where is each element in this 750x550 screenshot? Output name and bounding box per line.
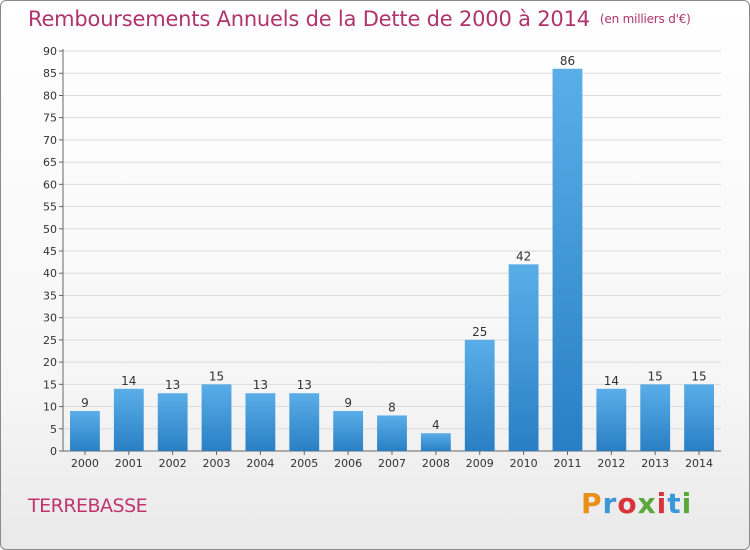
logo-letter: x bbox=[637, 487, 657, 520]
y-tick-label: 10 bbox=[43, 401, 57, 414]
y-tick-label: 45 bbox=[43, 245, 57, 258]
y-tick-label: 5 bbox=[50, 423, 57, 436]
y-tick-label: 55 bbox=[43, 201, 57, 214]
x-tick-label-2013: 2013 bbox=[641, 457, 669, 470]
bar-2008 bbox=[420, 433, 451, 451]
data-label-2009: 25 bbox=[472, 325, 487, 339]
x-tick-label-2003: 2003 bbox=[203, 457, 231, 470]
x-tick-label-2011: 2011 bbox=[553, 457, 581, 470]
y-tick-label: 65 bbox=[43, 156, 57, 169]
data-label-2014: 15 bbox=[691, 369, 706, 383]
bar-2009 bbox=[464, 339, 495, 451]
bar-2013 bbox=[640, 384, 671, 451]
bar-2010 bbox=[508, 264, 539, 451]
y-tick-label: 75 bbox=[43, 112, 57, 125]
data-label-2001: 14 bbox=[121, 374, 136, 388]
y-tick-label: 60 bbox=[43, 178, 57, 191]
y-tick-label: 90 bbox=[43, 45, 57, 58]
data-label-2005: 13 bbox=[297, 378, 312, 392]
chart-title-text: Remboursements Annuels de la Dette de 20… bbox=[28, 7, 590, 31]
bar-2005 bbox=[289, 393, 320, 451]
data-label-2003: 15 bbox=[209, 369, 224, 383]
chart-unit: (en milliers d'€) bbox=[599, 12, 691, 26]
bar-2007 bbox=[377, 415, 407, 451]
logo-letter: i bbox=[681, 487, 693, 520]
bar-2000 bbox=[70, 411, 100, 451]
x-tick-label-2012: 2012 bbox=[597, 457, 625, 470]
y-tick-label: 70 bbox=[43, 134, 57, 147]
chart-title: Remboursements Annuels de la Dette de 20… bbox=[28, 7, 691, 31]
bar-2004 bbox=[245, 393, 276, 451]
data-label-2002: 13 bbox=[165, 378, 180, 392]
y-tick-label: 25 bbox=[43, 334, 57, 347]
data-label-2006: 9 bbox=[344, 396, 352, 410]
x-tick-label-2006: 2006 bbox=[334, 457, 362, 470]
logo-letter: P bbox=[581, 487, 603, 520]
data-label-2012: 14 bbox=[604, 374, 619, 388]
bar-2014 bbox=[684, 384, 714, 451]
y-tick-label: 0 bbox=[50, 445, 57, 458]
data-label-2013: 15 bbox=[648, 369, 663, 383]
bar-2001 bbox=[113, 388, 144, 451]
y-tick-label: 85 bbox=[43, 67, 57, 80]
x-tick-label-2010: 2010 bbox=[510, 457, 538, 470]
y-tick-label: 30 bbox=[43, 312, 57, 325]
commune-name: TERREBASSE bbox=[28, 495, 148, 517]
x-tick-label-2002: 2002 bbox=[159, 457, 187, 470]
x-tick-label-2004: 2004 bbox=[246, 457, 274, 470]
bar-2012 bbox=[596, 388, 627, 451]
x-tick-label-2008: 2008 bbox=[422, 457, 450, 470]
proxiti-logo: Proxiti bbox=[581, 487, 692, 520]
logo-letter: o bbox=[617, 487, 638, 520]
data-label-2007: 8 bbox=[388, 400, 396, 414]
bar-2006 bbox=[333, 411, 364, 451]
x-tick-label-2001: 2001 bbox=[115, 457, 143, 470]
data-label-2008: 4 bbox=[432, 418, 440, 432]
x-tick-label-2014: 2014 bbox=[685, 457, 713, 470]
y-tick-label: 35 bbox=[43, 289, 57, 302]
x-tick-label-2000: 2000 bbox=[71, 457, 99, 470]
data-label-2000: 9 bbox=[81, 396, 89, 410]
y-tick-label: 15 bbox=[43, 378, 57, 391]
x-tick-label-2007: 2007 bbox=[378, 457, 406, 470]
bar-2011 bbox=[552, 68, 583, 452]
bar-2002 bbox=[157, 393, 188, 451]
data-label-2004: 13 bbox=[253, 378, 268, 392]
data-label-2010: 42 bbox=[516, 249, 531, 263]
y-tick-label: 40 bbox=[43, 267, 57, 280]
logo-letter: i bbox=[656, 487, 668, 520]
x-tick-label-2009: 2009 bbox=[466, 457, 494, 470]
y-tick-label: 20 bbox=[43, 356, 57, 369]
y-tick-label: 50 bbox=[43, 223, 57, 236]
y-tick-label: 80 bbox=[43, 89, 57, 102]
logo-letter: r bbox=[602, 487, 618, 520]
data-label-2011: 86 bbox=[560, 54, 575, 68]
bar-2003 bbox=[201, 384, 232, 451]
x-tick-label-2005: 2005 bbox=[290, 457, 318, 470]
logo-letter: t bbox=[667, 487, 682, 520]
